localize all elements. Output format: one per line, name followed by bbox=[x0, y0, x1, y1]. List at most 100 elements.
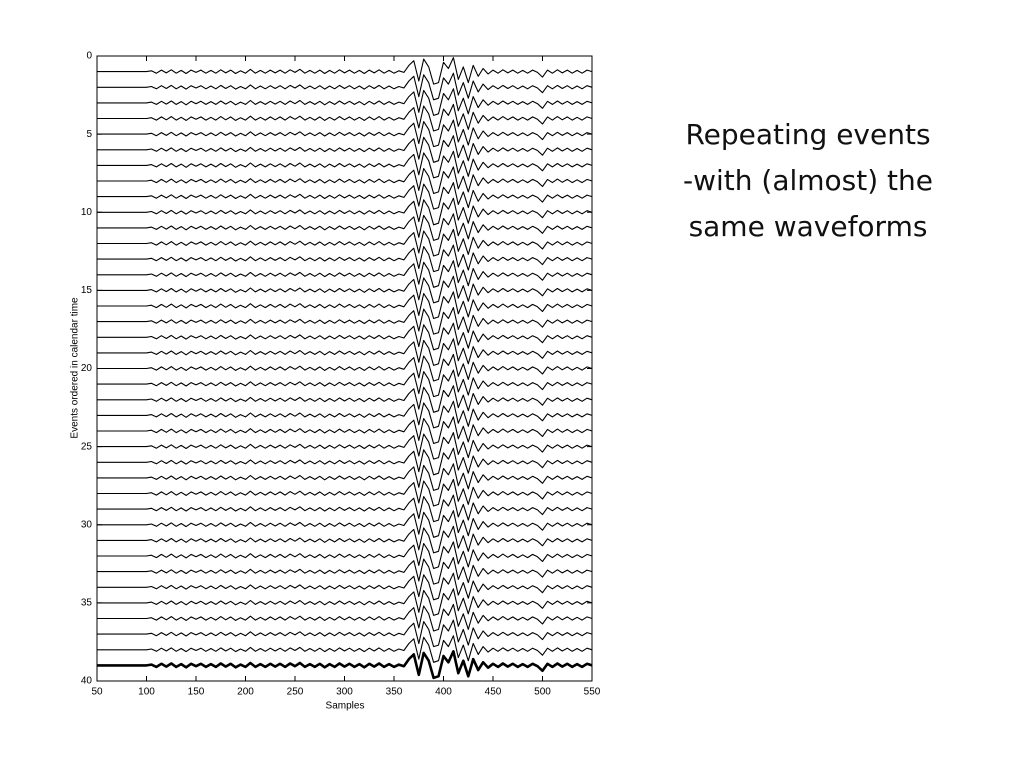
trace bbox=[97, 228, 593, 257]
y-tick-label: 30 bbox=[81, 519, 93, 530]
waveform-line bbox=[97, 182, 593, 210]
y-tick-label: 35 bbox=[81, 598, 93, 609]
trace bbox=[97, 635, 593, 663]
waveform-line bbox=[97, 103, 593, 132]
waveform-line bbox=[97, 447, 593, 476]
trace bbox=[97, 541, 593, 570]
waveform-line bbox=[97, 557, 593, 585]
trace bbox=[97, 369, 593, 398]
y-tick-label: 20 bbox=[81, 363, 93, 374]
trace bbox=[97, 619, 593, 648]
trace bbox=[97, 291, 593, 320]
x-tick-label: 150 bbox=[188, 687, 205, 698]
trace bbox=[97, 432, 593, 460]
y-tick-label: 25 bbox=[81, 441, 93, 452]
waveform-line bbox=[97, 244, 593, 273]
x-tick-label: 500 bbox=[534, 687, 551, 698]
y-tick-label: 15 bbox=[81, 285, 93, 296]
waveform-line bbox=[97, 400, 593, 429]
x-tick-label: 300 bbox=[336, 687, 353, 698]
trace bbox=[97, 510, 593, 538]
trace bbox=[97, 494, 593, 523]
waveform-line bbox=[97, 119, 593, 148]
trace bbox=[97, 322, 593, 351]
trace bbox=[97, 603, 593, 632]
text-line: Repeating events bbox=[685, 118, 931, 151]
waveform-line bbox=[97, 57, 593, 85]
trace bbox=[97, 150, 593, 179]
waveform-line bbox=[97, 88, 593, 116]
trace bbox=[97, 572, 593, 601]
trace bbox=[97, 103, 593, 132]
waveform-line bbox=[97, 463, 593, 491]
waveform-line bbox=[97, 197, 593, 226]
waveform-line bbox=[97, 432, 593, 460]
waveform-line bbox=[97, 588, 593, 616]
waveform-line bbox=[97, 369, 593, 398]
text-line: same waveforms bbox=[688, 210, 928, 243]
waveform-line bbox=[97, 338, 593, 366]
trace bbox=[97, 400, 593, 429]
x-tick-label: 400 bbox=[435, 687, 452, 698]
trace bbox=[97, 338, 593, 366]
x-tick-label: 50 bbox=[91, 687, 103, 698]
waveform-line bbox=[97, 619, 593, 648]
waveform-line bbox=[97, 525, 593, 554]
trace bbox=[97, 88, 593, 116]
waveform-line bbox=[97, 478, 593, 507]
waveform-line bbox=[97, 603, 593, 632]
waveform-line bbox=[97, 650, 593, 680]
waveform-line bbox=[97, 260, 593, 288]
waveform-line bbox=[97, 353, 593, 382]
waveform-line bbox=[97, 213, 593, 241]
y-tick-label: 5 bbox=[86, 129, 92, 140]
waveform-line bbox=[97, 135, 593, 163]
y-axis-label: Events ordered in calendar time bbox=[70, 297, 81, 439]
y-tick-label: 0 bbox=[86, 51, 92, 62]
trace bbox=[97, 463, 593, 491]
waveform-line bbox=[97, 275, 593, 304]
y-tick-label: 10 bbox=[81, 207, 93, 218]
trace bbox=[97, 244, 593, 273]
y-tick-label: 40 bbox=[81, 676, 93, 687]
trace bbox=[97, 588, 593, 616]
waveform-line bbox=[97, 541, 593, 570]
plot-frame bbox=[96, 55, 593, 682]
x-tick-label: 350 bbox=[386, 687, 403, 698]
waveform-line bbox=[97, 635, 593, 663]
waveform-line bbox=[97, 322, 593, 351]
x-tick-label: 100 bbox=[138, 687, 155, 698]
trace bbox=[97, 72, 593, 101]
waveform-line bbox=[97, 510, 593, 538]
trace bbox=[97, 57, 593, 85]
x-tick-label: 450 bbox=[485, 687, 502, 698]
trace bbox=[97, 557, 593, 585]
waveform-line bbox=[97, 416, 593, 445]
waveform-line bbox=[97, 307, 593, 335]
x-tick-label: 550 bbox=[584, 687, 601, 698]
trace bbox=[97, 197, 593, 226]
waveform-line bbox=[97, 291, 593, 320]
waveform-line bbox=[97, 385, 593, 413]
trace bbox=[97, 166, 593, 195]
waveform-line bbox=[97, 494, 593, 523]
trace bbox=[97, 447, 593, 476]
trace bbox=[97, 416, 593, 445]
waveform-line bbox=[97, 72, 593, 101]
slide-text: Repeating events -with (almost) the same… bbox=[640, 112, 976, 250]
trace bbox=[97, 275, 593, 304]
text-line: -with (almost) the bbox=[682, 164, 934, 197]
trace bbox=[97, 385, 593, 413]
trace bbox=[97, 135, 593, 163]
trace bbox=[97, 353, 593, 382]
x-tick-label: 250 bbox=[287, 687, 304, 698]
trace bbox=[97, 119, 593, 148]
waveform-line bbox=[97, 150, 593, 179]
x-axis-label: Samples bbox=[326, 701, 365, 712]
trace bbox=[97, 182, 593, 210]
x-tick-label: 200 bbox=[237, 687, 254, 698]
trace bbox=[97, 260, 593, 288]
trace bbox=[97, 307, 593, 335]
